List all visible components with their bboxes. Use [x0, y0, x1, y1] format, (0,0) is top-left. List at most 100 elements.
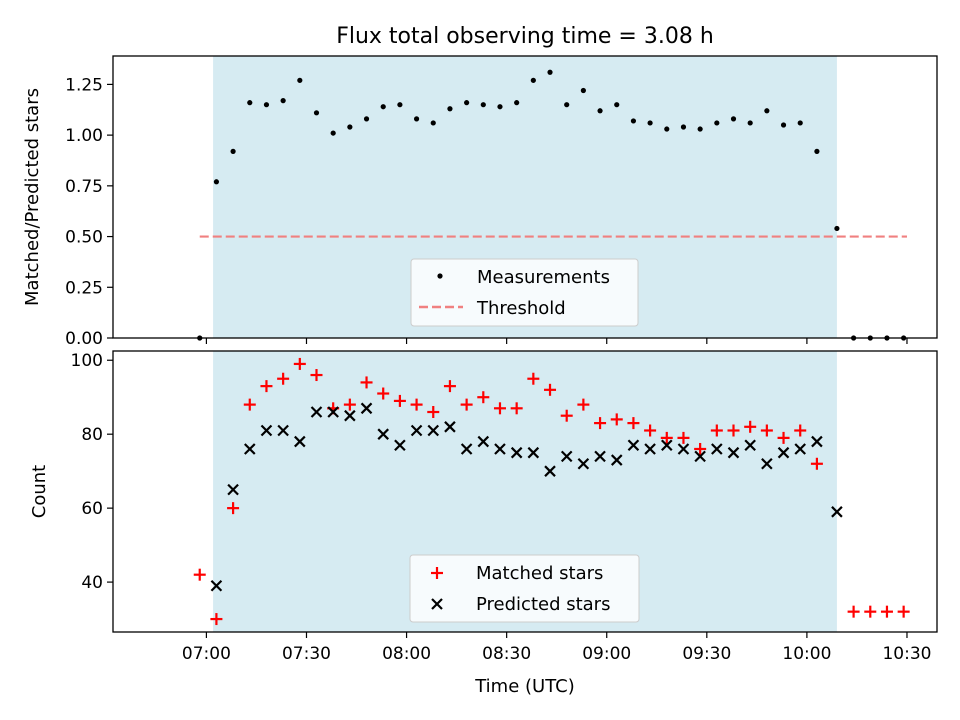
measurement-point: [213, 179, 220, 185]
measurement-point: [263, 102, 270, 108]
measurement-point: [497, 104, 503, 110]
matched-star-point: [660, 431, 673, 444]
predicted-star-point: [477, 435, 490, 448]
predicted-star-point: [644, 443, 656, 455]
cross-stroke: [327, 406, 339, 418]
predicted-star-point: [394, 439, 406, 452]
matched-star-point: [727, 424, 740, 437]
measurement-point: [530, 77, 536, 83]
matched-star-point: [243, 398, 256, 411]
x-tick-label: 07:00: [182, 644, 231, 664]
matched-star-point: [277, 372, 290, 385]
legend-threshold-label: Threshold: [476, 298, 566, 319]
cross-stroke: [494, 443, 506, 455]
measurement-point: [814, 148, 820, 154]
predicted-star-point: [661, 439, 673, 452]
top-y-axis-ticks: 0.00 0.25 0.50 0.75 1.00 1.25: [65, 75, 113, 349]
measurement-point: [230, 148, 236, 154]
matched-star-point: [794, 424, 807, 437]
matched-star-point: [847, 605, 860, 618]
measurement-point: [447, 106, 453, 112]
matched-star-point: [493, 402, 506, 415]
x-tick-label: 08:00: [382, 644, 431, 664]
cross-stroke: [210, 580, 223, 592]
y-tick-label: 0.75: [65, 177, 103, 197]
measurement-point: [247, 100, 253, 106]
cross-stroke: [577, 457, 590, 470]
measurement-point: [363, 116, 370, 122]
measurement-point: [664, 126, 670, 132]
matched-star-point: [610, 413, 623, 426]
predicted-star-point: [260, 424, 273, 437]
predicted-star-point: [544, 465, 556, 477]
cross-stroke: [310, 406, 323, 418]
cross-stroke: [711, 443, 723, 455]
bottom-y-axis-label: Count: [29, 465, 50, 518]
matched-star-point: [880, 605, 893, 618]
x-tick-label: 07:30: [282, 644, 331, 664]
predicted-star-point: [777, 446, 790, 459]
predicted-star-point: [360, 402, 373, 415]
predicted-star-point: [277, 424, 289, 437]
matched-star-point: [744, 420, 757, 433]
measurement-point: [747, 120, 753, 126]
matched-star-point: [594, 417, 607, 430]
cross-stroke: [377, 428, 389, 440]
x-tick-label: 10:00: [782, 644, 831, 664]
measurement-point: [697, 126, 703, 132]
matched-star-point: [677, 431, 690, 444]
y-tick-label: 1.25: [65, 75, 103, 95]
predicted-star-point: [744, 439, 756, 452]
measurement-point: [834, 225, 840, 232]
matched-star-point: [410, 398, 423, 411]
predicted-star-point: [794, 443, 807, 455]
cross-stroke: [694, 450, 706, 463]
matched-star-point: [810, 457, 823, 470]
predicted-star-point: [510, 446, 523, 459]
y-tick-label: 0.50: [65, 228, 103, 248]
measurement-point: [347, 124, 353, 130]
matched-star-point: [527, 372, 540, 385]
predicted-star-point: [310, 406, 323, 418]
cross-stroke: [510, 446, 523, 459]
top-x-axis-ticks: [205, 338, 908, 344]
top-y-axis-label: Matched/Predicted stars: [22, 88, 43, 306]
cross-stroke: [243, 443, 256, 455]
matched-star-point: [427, 406, 440, 419]
matched-star-point: [544, 383, 557, 396]
predicted-star-point: [711, 443, 723, 455]
matched-stars-points: [193, 357, 910, 626]
measurement-point: [580, 87, 586, 94]
bottom-plot-frame: [112, 350, 938, 633]
legend-matched-label: Matched stars: [476, 563, 603, 584]
legend-plus-marker: [431, 567, 443, 579]
matched-star-point: [627, 417, 640, 430]
predicted-star-point: [210, 580, 223, 592]
predicted-star-point: [761, 457, 773, 470]
predicted-star-point: [560, 450, 573, 463]
cross-stroke: [677, 443, 690, 455]
predicted-stars-points: [210, 402, 843, 592]
bottom-legend-box: [409, 554, 640, 623]
measurement-point: [614, 102, 620, 108]
measurement-point: [380, 104, 386, 110]
matched-star-point: [644, 424, 657, 437]
y-tick-label: 40: [81, 573, 103, 593]
top-plot-frame: [112, 55, 938, 339]
cross-stroke: [477, 435, 490, 448]
measurement-point: [430, 120, 436, 126]
matched-star-point: [577, 398, 590, 411]
cross-stroke: [277, 424, 289, 437]
y-tick-label: 80: [81, 425, 103, 445]
cross-stroke: [460, 443, 473, 455]
matched-star-point: [760, 424, 773, 437]
predicted-star-point: [377, 428, 389, 440]
matched-star-point: [477, 391, 490, 404]
bottom-legend: Matched stars Predicted stars: [409, 554, 640, 623]
x-tick-label: 09:00: [582, 644, 631, 664]
measurement-point: [397, 102, 403, 108]
count-panel: 40 60 80 100 07:00 07:30 08:00 08:30 09:00 09:30…: [29, 350, 938, 697]
matched-star-point: [360, 376, 373, 389]
cross-stroke: [294, 435, 306, 448]
